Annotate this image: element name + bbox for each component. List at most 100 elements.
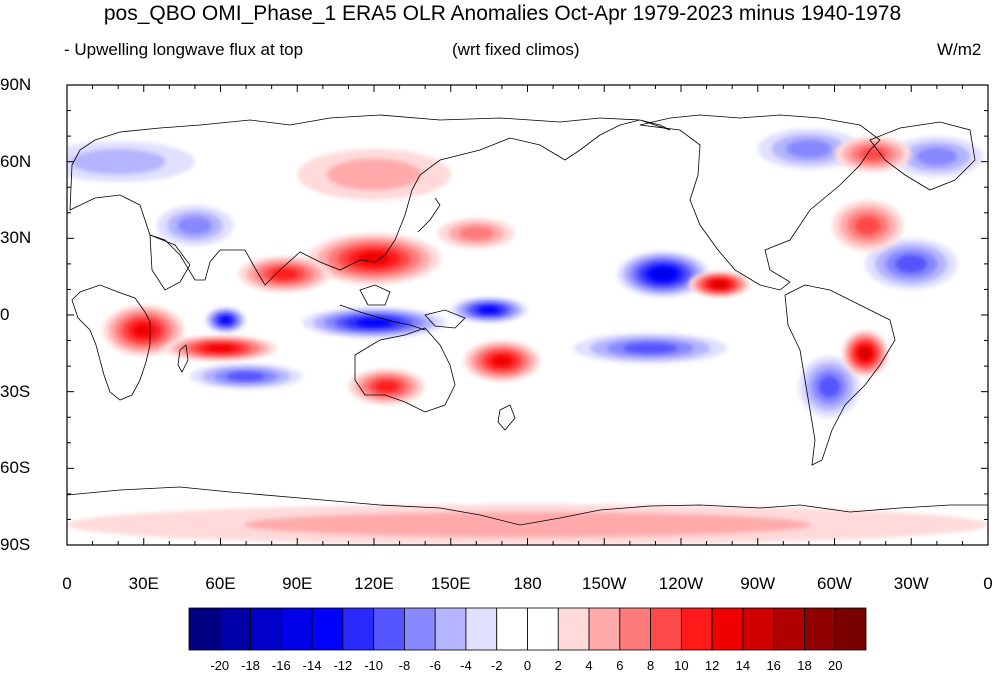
colorbar-tick-label: -12 bbox=[333, 658, 353, 673]
longitude-tick-label: 0 bbox=[62, 574, 72, 593]
colorbar-swatch bbox=[465, 607, 498, 651]
latitude-tick-label: 30N bbox=[0, 228, 32, 248]
indonesia-coastline bbox=[339, 304, 426, 331]
colorbar-tick-label: 18 bbox=[797, 658, 812, 673]
colorbar-tick-label: -16 bbox=[271, 658, 291, 673]
negative-anomaly-contour bbox=[70, 149, 166, 175]
colorbar-tick-label: 2 bbox=[554, 658, 562, 673]
colorbar-swatch bbox=[373, 607, 405, 651]
positive-anomaly-contour bbox=[271, 269, 298, 280]
colorbar-swatch bbox=[742, 607, 775, 651]
colorbar-tick-label: -14 bbox=[302, 658, 322, 673]
longitude-tick-label: 150E bbox=[430, 574, 471, 593]
latitude-tick-label: 90S bbox=[0, 535, 31, 554]
arabia-coastline bbox=[149, 234, 191, 291]
colorbar-swatch bbox=[773, 607, 805, 651]
colorbar-swatch bbox=[650, 607, 682, 651]
colorbar-tick-label: -20 bbox=[210, 658, 230, 673]
positive-anomaly-contour bbox=[375, 381, 398, 392]
colorbar-swatch bbox=[219, 607, 251, 651]
colorbar-swatch bbox=[434, 607, 467, 651]
colorbar-swatch bbox=[557, 607, 590, 651]
chart-title: pos_QBO OMI_Phase_1 ERA5 OLR Anomalies O… bbox=[103, 2, 902, 25]
positive-anomaly-contour bbox=[357, 252, 391, 265]
colorbar-swatch bbox=[311, 607, 344, 651]
longitude-tick-label: 120E bbox=[354, 574, 394, 593]
colorbar-tick-label: -10 bbox=[364, 658, 384, 673]
latitude-tick-label: 30S bbox=[0, 381, 31, 401]
south-america-coastline bbox=[784, 284, 896, 466]
new-zealand-coastline bbox=[497, 404, 516, 431]
colorbar-swatch bbox=[496, 607, 528, 651]
greenland-coastline bbox=[869, 121, 976, 191]
colorbar-tick-label: 4 bbox=[585, 658, 593, 673]
colorbar-tick-label: 14 bbox=[735, 658, 751, 673]
positive-anomaly-contour bbox=[206, 345, 235, 352]
longitude-tick-label: 90E bbox=[282, 574, 313, 593]
colorbar-tick-label: 8 bbox=[646, 658, 655, 673]
north-america-coastline bbox=[639, 114, 881, 291]
japan-coastline bbox=[417, 197, 441, 233]
borneo-coastline bbox=[359, 284, 391, 306]
colorbar-swatch bbox=[834, 607, 867, 651]
longitude-tick-label: 0 bbox=[983, 574, 993, 593]
positive-anomaly-contour bbox=[492, 356, 512, 366]
positive-anomaly-contour bbox=[244, 511, 811, 538]
africa-coastline bbox=[71, 284, 151, 401]
colorbar-swatch bbox=[188, 607, 221, 651]
positive-anomaly-contour bbox=[860, 348, 871, 359]
colorbar-swatch bbox=[804, 607, 836, 651]
colorbar-tick-label: 12 bbox=[704, 658, 720, 673]
negative-anomaly-contour bbox=[818, 375, 841, 398]
colorbar-tick-label: -18 bbox=[241, 658, 260, 673]
negative-anomaly-contour bbox=[479, 306, 499, 313]
positive-anomaly-contour bbox=[855, 216, 881, 235]
latitude-tick-label: 90N bbox=[0, 75, 32, 94]
positive-anomaly-contour bbox=[459, 226, 494, 241]
coastlines bbox=[67, 114, 988, 526]
chart-subtitle-left: - Upwelling longwave flux at top bbox=[64, 40, 304, 59]
negative-anomaly-contour bbox=[623, 342, 677, 354]
eurasia-coastline bbox=[69, 114, 671, 286]
negative-anomaly-contour bbox=[177, 216, 212, 235]
longitude-tick-label: 90W bbox=[740, 574, 776, 593]
colorbar-swatch bbox=[711, 607, 744, 651]
longitude-tick-label: 60W bbox=[817, 574, 852, 593]
colorbar-swatch bbox=[342, 607, 375, 651]
negative-anomaly-contour bbox=[786, 139, 832, 158]
axis-ticks bbox=[66, 84, 989, 546]
colorbar-swatch bbox=[250, 607, 282, 651]
colorbar-swatch bbox=[588, 607, 621, 651]
longitude-tick-label: 30E bbox=[128, 574, 159, 593]
colorbar-tick-label: 10 bbox=[674, 658, 689, 673]
longitude-tick-label: 150W bbox=[582, 574, 627, 593]
negative-anomaly-contour bbox=[653, 269, 673, 279]
antarctica-coastline bbox=[67, 486, 988, 526]
colorbar-tick-label: -6 bbox=[429, 658, 441, 673]
negative-anomaly-contour bbox=[220, 317, 231, 324]
colorbar-swatch bbox=[404, 607, 436, 651]
colorbar bbox=[188, 607, 867, 651]
madagascar-coastline bbox=[177, 344, 189, 373]
latitude-tick-label: 0 bbox=[0, 305, 10, 324]
chart-subtitle-center: (wrt fixed climos) bbox=[452, 40, 580, 59]
anomaly-field bbox=[67, 128, 988, 545]
colorbar-tick-label: 16 bbox=[766, 658, 781, 673]
positive-anomaly-contour bbox=[712, 281, 726, 288]
colorbar-tick-label: 0 bbox=[523, 658, 532, 673]
colorbar-swatch bbox=[527, 607, 559, 651]
new-guinea-coastline bbox=[424, 309, 466, 329]
colorbar-tick-label: 20 bbox=[827, 658, 843, 673]
longitude-tick-label: 180 bbox=[513, 574, 542, 593]
colorbar-tick-label: 6 bbox=[616, 658, 624, 673]
negative-anomaly-contour bbox=[916, 147, 958, 166]
negative-anomaly-contour bbox=[356, 318, 392, 327]
longitude-tick-label: 60E bbox=[205, 574, 236, 593]
negative-anomaly-contour bbox=[895, 255, 928, 273]
positive-anomaly-contour bbox=[326, 158, 422, 191]
colorbar-tick-label: -4 bbox=[460, 658, 472, 673]
latitude-tick-label: 60S bbox=[0, 458, 31, 478]
australia-coastline bbox=[354, 327, 456, 413]
longitude-tick-label: 120W bbox=[658, 574, 704, 593]
